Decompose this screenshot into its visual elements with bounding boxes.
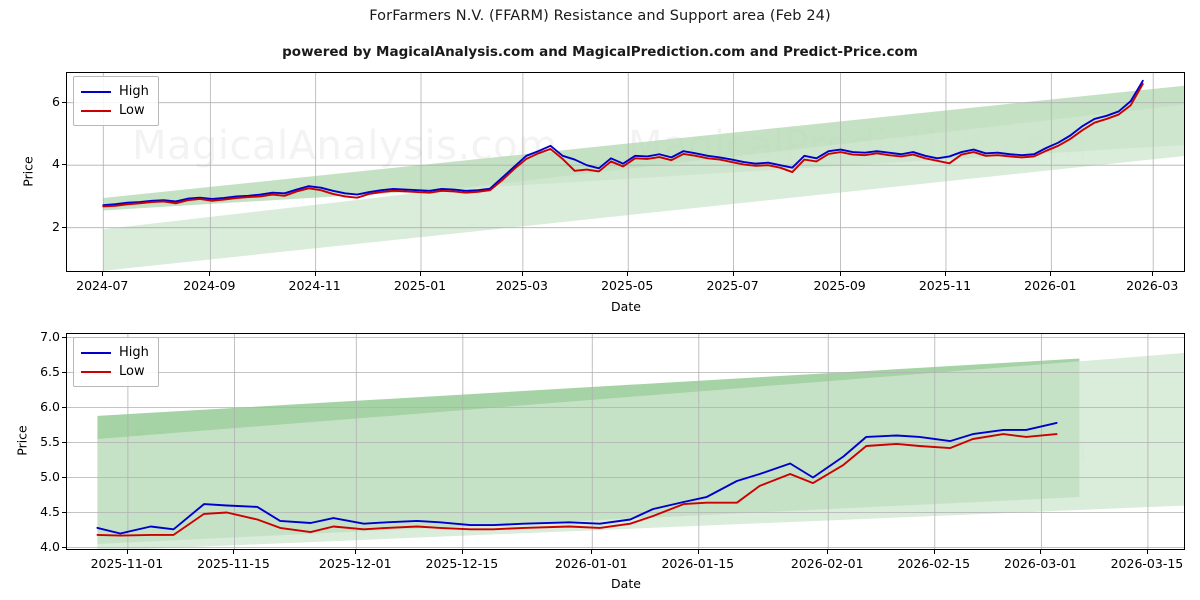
page-title: ForFarmers N.V. (FFARM) Resistance and S… [369, 8, 831, 24]
overview-legend: High Low [73, 76, 159, 126]
x-tick-mark [209, 272, 211, 276]
legend-item-high[interactable]: High [81, 343, 149, 362]
y-tick-mark [62, 226, 66, 228]
zoom-x-axis-label: Date [611, 576, 641, 591]
legend-label-low: Low [119, 103, 145, 118]
x-tick-mark [827, 550, 829, 554]
y-tick-mark [62, 511, 66, 513]
legend-swatch-high [81, 351, 111, 354]
legend-swatch-low [81, 109, 111, 112]
x-tick-mark [355, 550, 357, 554]
y-tick-label: 4.5 [40, 503, 60, 519]
zoom-plot-svg [67, 334, 1184, 549]
overview-chart-panel: 2 4 6 2024-07 2024-09 2024-11 2025-01 2025-03 2… [20, 72, 1185, 314]
support-band [103, 104, 1184, 271]
x-tick-mark [420, 272, 421, 276]
zoom-chart-panel: 4.0 4.5 5.0 5.5 6.0 6.5 7.0 2025-11-01 2025-11-… [0, 320, 1200, 600]
legend-item-high[interactable]: High [81, 82, 149, 101]
y-tick-mark [62, 441, 66, 443]
y-tick-mark [62, 476, 66, 478]
legend-item-low[interactable]: Low [81, 101, 149, 120]
x-tick-mark [933, 550, 935, 554]
series-line-low [96, 433, 1058, 537]
x-tick-label: 2025-11 [918, 278, 972, 293]
x-tick-mark [627, 272, 629, 276]
y-tick-label: 4 [52, 156, 60, 172]
zoom-plot-area [66, 333, 1185, 550]
support-band [97, 353, 1184, 549]
x-tick-mark [1152, 272, 1154, 276]
x-tick-label: 2026-01-15 [661, 556, 735, 571]
x-tick-label: 2025-03 [495, 278, 548, 293]
legend-swatch-high [81, 90, 111, 93]
x-tick-label: 2025-12-01 [318, 556, 392, 571]
y-tick-label: 2 [52, 218, 60, 234]
x-tick-label: 2025-09 [813, 278, 866, 293]
series-line-high [102, 79, 1144, 207]
x-tick-mark [314, 272, 316, 276]
x-tick-label: 2025-05 [601, 278, 654, 293]
x-tick-mark [944, 272, 946, 276]
x-tick-label: 2024-07 [76, 278, 129, 293]
overview-x-axis-label: Date [611, 299, 641, 314]
zoom-y-axis-label: Price [14, 425, 30, 456]
legend-label-high: High [119, 345, 149, 360]
x-tick-label: 2025-12-15 [425, 556, 499, 571]
x-tick-label: 2026-02-01 [790, 556, 864, 571]
x-tick-mark [1146, 550, 1148, 554]
series-line-low [102, 82, 1144, 208]
legend-swatch-low [81, 370, 111, 373]
x-tick-label: 2026-01 [1024, 278, 1077, 293]
x-tick-mark [461, 550, 463, 554]
legend-label-low: Low [119, 364, 145, 379]
x-tick-mark [102, 272, 104, 276]
x-tick-mark [521, 272, 523, 276]
y-tick-label: 4.0 [40, 538, 60, 554]
y-tick-mark [62, 371, 66, 373]
x-tick-label: 2026-03 [1126, 278, 1179, 293]
x-tick-label: 2026-03-15 [1110, 556, 1184, 571]
x-tick-mark [732, 272, 734, 276]
y-tick-mark [62, 546, 66, 548]
x-tick-mark [839, 272, 841, 276]
x-tick-label: 2025-01 [393, 278, 447, 293]
legend-item-low[interactable]: Low [81, 362, 149, 381]
y-tick-label: 6.0 [40, 398, 60, 414]
series-line-high [96, 421, 1058, 535]
x-tick-mark [591, 550, 593, 554]
overview-plot-svg [67, 73, 1184, 271]
x-tick-label: 2024-09 [183, 278, 236, 293]
y-tick-mark [62, 336, 66, 338]
x-tick-mark [697, 550, 699, 554]
page-subtitle: powered by MagicalAnalysis.com and Magic… [282, 44, 918, 60]
y-tick-mark [62, 164, 66, 166]
y-tick-label: 7.0 [40, 328, 60, 344]
resistance-band [103, 85, 1184, 211]
x-tick-label: 2024-11 [288, 278, 341, 293]
x-tick-label: 2025-11-01 [90, 556, 164, 571]
zoom-legend: High Low [73, 337, 159, 387]
legend-label-high: High [119, 84, 149, 99]
x-tick-mark [1040, 550, 1042, 554]
y-tick-label: 6.5 [40, 363, 60, 379]
x-tick-label: 2025-11-15 [197, 556, 270, 571]
y-tick-mark [62, 406, 66, 408]
y-tick-label: 5.0 [40, 468, 60, 484]
overview-plot-area [66, 72, 1185, 272]
x-tick-label: 2026-02-15 [897, 556, 971, 571]
x-tick-mark [1050, 272, 1052, 276]
y-tick-mark [62, 101, 66, 103]
x-tick-mark [126, 550, 128, 554]
x-tick-label: 2026-01-01 [554, 556, 628, 571]
y-tick-label: 5.5 [40, 433, 60, 449]
x-tick-label: 2025-07 [706, 278, 759, 293]
y-tick-label: 6 [52, 93, 60, 109]
x-tick-label: 2026-03-01 [1004, 556, 1077, 571]
x-tick-mark [233, 550, 235, 554]
overview-y-axis-label: Price [20, 156, 36, 187]
